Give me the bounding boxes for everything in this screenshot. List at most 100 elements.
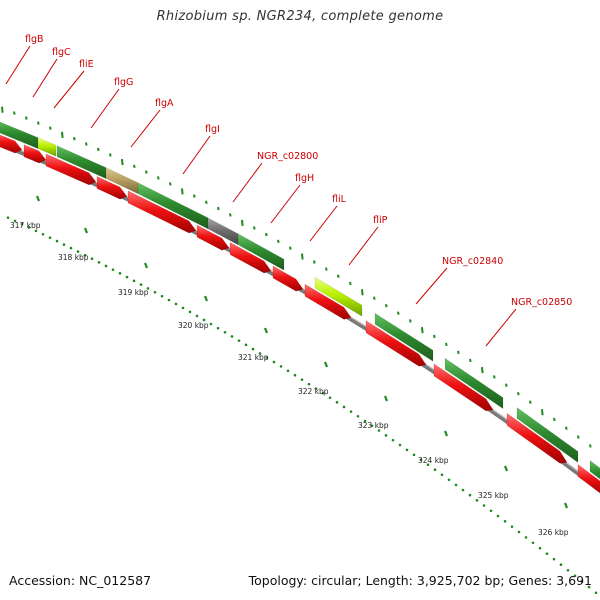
kbp-scale-labels: 317 kbp 318 kbp 319 kbp 320 kbp 321 kbp 322 k… (10, 221, 569, 537)
outer-major-tick (421, 327, 424, 334)
cds-arrow (127, 190, 197, 234)
scale-dot (13, 219, 17, 223)
scale-dot (363, 419, 367, 423)
outer-minor-tick (97, 147, 100, 152)
feature-block (105, 167, 139, 195)
scale-dot (468, 493, 472, 497)
cds-arrow (23, 144, 47, 164)
kbp-label: 324 kbp (418, 456, 449, 465)
outer-minor-tick (229, 213, 232, 217)
outer-minor-tick (589, 444, 592, 448)
gene-label: NGR_c02850 (511, 297, 572, 308)
gene-leader-line (130, 109, 161, 148)
scale-dot (146, 287, 150, 290)
gene-leader-line (5, 45, 31, 85)
scale-dot (160, 294, 164, 298)
outer-tick-track (1, 106, 592, 448)
outer-major-tick (541, 409, 544, 416)
gene-label: NGR_c02840 (442, 256, 503, 267)
outer-minor-tick (493, 375, 496, 379)
scale-dot (209, 322, 213, 326)
outer-minor-tick (373, 296, 376, 300)
gene-leader-line (270, 184, 301, 224)
cds-arrow (506, 412, 568, 464)
feature-track (0, 121, 600, 480)
kbp-major-tick (143, 262, 149, 269)
scale-dot (139, 283, 143, 286)
gene-label: flgH (295, 173, 314, 184)
scale-dot (237, 339, 241, 342)
gene-leader-line (182, 135, 211, 175)
scale-dot (125, 275, 129, 279)
outer-minor-tick (205, 200, 208, 204)
scale-dot (454, 483, 458, 487)
outer-minor-tick (253, 226, 256, 230)
scale-dot (377, 429, 381, 432)
kbp-label: 323 kbp (358, 421, 389, 430)
scale-dot (426, 463, 430, 467)
cds-arrow (0, 134, 23, 154)
scale-dot (552, 557, 556, 561)
gene-label: NGR_c02800 (257, 151, 318, 162)
gene-label: flgI (205, 124, 220, 135)
inner-tick-track (6, 195, 598, 595)
scale-dot (405, 448, 409, 452)
outer-major-tick (61, 131, 64, 138)
outer-minor-tick (529, 400, 532, 404)
kbp-label: 325 kbp (478, 491, 509, 500)
outer-minor-tick (505, 383, 508, 387)
scale-dot (181, 306, 185, 310)
scale-dot (286, 369, 290, 373)
gene-leader-line (90, 88, 120, 129)
scale-dot (559, 563, 563, 566)
scale-dot (216, 326, 220, 330)
scale-dot (34, 229, 38, 233)
scale-dot (349, 410, 353, 413)
cds-arrow (45, 153, 97, 186)
scale-dot (111, 268, 115, 271)
scale-dot (118, 272, 122, 275)
cds-arrow (577, 464, 600, 494)
scale-dot (328, 396, 332, 400)
scale-dot (412, 453, 416, 457)
scale-dot (524, 536, 528, 539)
cds-arrow (96, 176, 128, 200)
outer-major-tick (481, 367, 484, 374)
gene-leader-line (415, 267, 448, 305)
scale-dot (503, 520, 507, 523)
kbp-major-tick (35, 195, 41, 202)
genome-backbone-highlight (0, 141, 600, 489)
scale-dot (104, 264, 108, 268)
scale-dot (293, 373, 297, 377)
scale-dot (447, 478, 451, 482)
scale-dot (587, 585, 591, 589)
gene-leader-line (53, 70, 85, 109)
outer-minor-tick (517, 391, 520, 396)
scale-dot (69, 246, 73, 250)
feature-block (374, 312, 434, 362)
scale-dot (230, 335, 234, 338)
kbp-major-tick (83, 227, 89, 234)
scale-dot (440, 473, 444, 477)
outer-minor-tick (385, 303, 388, 308)
outer-major-tick (241, 219, 244, 227)
outer-minor-tick (433, 334, 436, 339)
scale-dot (370, 424, 374, 428)
kbp-major-tick (263, 327, 269, 334)
gene-leader-line (32, 58, 58, 98)
scale-dot (20, 222, 24, 226)
outer-minor-tick (109, 153, 112, 157)
scale-dot (55, 239, 59, 243)
scale-dot (545, 552, 549, 555)
outer-minor-tick (349, 281, 352, 286)
scale-dot (41, 232, 45, 236)
kbp-major-tick (383, 395, 389, 402)
kbp-label: 319 kbp (118, 288, 149, 297)
scale-dot (223, 330, 227, 334)
outer-minor-tick (445, 342, 448, 347)
scale-dot (566, 568, 570, 572)
gene-leader-line (232, 162, 263, 203)
scale-dot (356, 415, 360, 418)
outer-minor-tick (313, 260, 316, 264)
